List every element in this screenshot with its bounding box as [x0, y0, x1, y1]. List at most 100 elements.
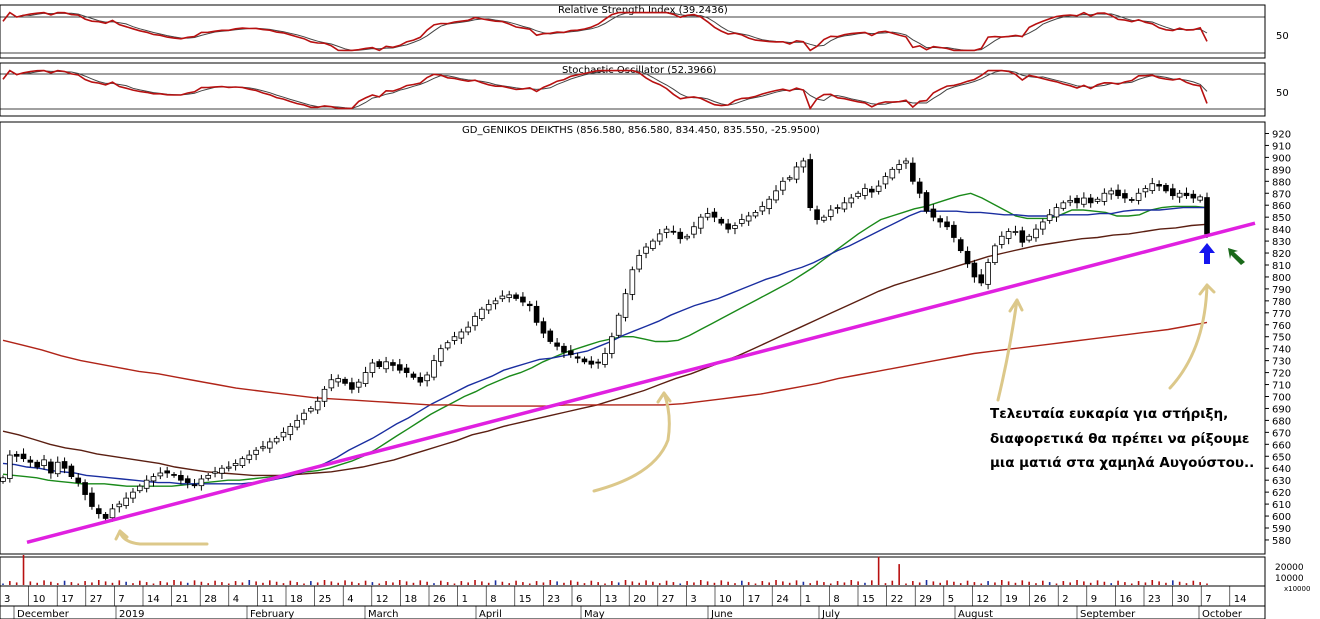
month-label: June	[710, 609, 733, 619]
volume-bar	[795, 580, 798, 585]
volume-bar	[802, 581, 805, 585]
candle	[260, 440, 266, 452]
volume-bar	[1192, 580, 1195, 585]
candle	[1169, 183, 1176, 200]
price-tick-label: 800	[1272, 273, 1291, 284]
candle	[944, 216, 950, 230]
volume-bar	[816, 580, 818, 585]
candle	[697, 213, 704, 234]
date-tick-label: 2	[1062, 594, 1068, 605]
volume-bar	[959, 583, 962, 585]
candle	[1135, 188, 1142, 205]
candle	[191, 478, 198, 489]
volume-bar	[29, 581, 32, 585]
candle	[1074, 195, 1080, 209]
candle	[1053, 203, 1060, 222]
date-tick-label: 21	[176, 594, 189, 605]
candle	[116, 500, 123, 513]
stochastic-level-label: 50	[1276, 88, 1289, 99]
volume-bar	[186, 582, 189, 585]
price-tick-label: 830	[1272, 237, 1291, 248]
candle	[875, 180, 882, 195]
volume-bar	[563, 582, 565, 585]
volume-bar	[36, 582, 39, 585]
volume-bar	[125, 581, 127, 585]
volume-bar	[782, 581, 784, 585]
candle	[458, 328, 465, 344]
candle	[732, 222, 738, 235]
volume-bar	[611, 581, 613, 585]
candle	[253, 447, 259, 461]
annotation-line-1: Τελευταία ευκαρία για στήριξη,	[990, 406, 1228, 422]
price-tick-label: 590	[1272, 524, 1291, 535]
volume-bar	[1206, 583, 1208, 585]
date-tick-label: 15	[862, 594, 875, 605]
volume-tick-20000: 20000	[1275, 563, 1304, 573]
candle	[739, 213, 745, 227]
volume-bar	[15, 582, 18, 585]
candle	[164, 466, 170, 478]
candle	[725, 218, 731, 234]
volume-bar	[1165, 582, 1167, 585]
volume-bar	[330, 581, 333, 585]
date-tick-label: 27	[90, 594, 103, 605]
candle	[68, 463, 75, 479]
candle	[513, 292, 519, 301]
volume-bar	[234, 581, 237, 585]
volume-bar	[166, 582, 168, 585]
candle	[355, 378, 362, 393]
price-tick-label: 770	[1272, 309, 1291, 320]
volume-bar	[70, 582, 73, 585]
candle	[7, 450, 13, 483]
volume-bar	[200, 581, 203, 585]
candle	[499, 290, 506, 302]
price-tick-label: 890	[1272, 165, 1291, 176]
candle	[171, 472, 177, 478]
hand-arrow-3	[996, 298, 1024, 402]
price-tick-label: 700	[1272, 392, 1291, 403]
volume-bar	[891, 580, 894, 585]
volume-bar	[912, 581, 914, 585]
candle	[314, 396, 321, 414]
volume-bar	[604, 583, 606, 585]
candle	[827, 205, 834, 221]
candle	[609, 332, 615, 359]
pointer-arrow-icon	[1228, 248, 1245, 265]
date-tick-label: 10	[719, 594, 732, 605]
candle	[184, 475, 191, 489]
candle	[1142, 185, 1149, 198]
candle	[431, 354, 437, 381]
volume-bar	[268, 580, 271, 585]
volume-bar	[364, 580, 367, 585]
candle	[102, 511, 109, 521]
date-tick-label: 18	[404, 594, 417, 605]
volume-bar	[426, 581, 428, 585]
candle	[951, 221, 957, 243]
date-tick-label: 8	[833, 594, 839, 605]
candle	[896, 159, 902, 174]
candle	[246, 450, 253, 464]
candle	[964, 246, 971, 268]
volume-bar	[583, 583, 586, 585]
volume-bar	[693, 582, 695, 585]
date-tick-label: 26	[433, 594, 446, 605]
date-tick-label: 13	[605, 594, 618, 605]
candle	[615, 312, 622, 338]
volume-bar	[1130, 583, 1133, 585]
volume-bar	[371, 582, 374, 585]
candle	[957, 237, 964, 254]
volume-bar	[638, 582, 641, 585]
candle	[923, 190, 930, 214]
volume-bar	[494, 580, 497, 585]
volume-bar	[843, 582, 846, 585]
volume-bar	[918, 582, 921, 585]
volume-bar	[118, 580, 121, 585]
candle	[465, 321, 471, 336]
volume-bar	[1103, 581, 1106, 585]
candle	[1081, 192, 1087, 208]
month-label: July	[821, 609, 840, 619]
volume-bar	[556, 581, 558, 585]
volume-bar	[159, 581, 162, 585]
volume-bar	[398, 580, 401, 585]
